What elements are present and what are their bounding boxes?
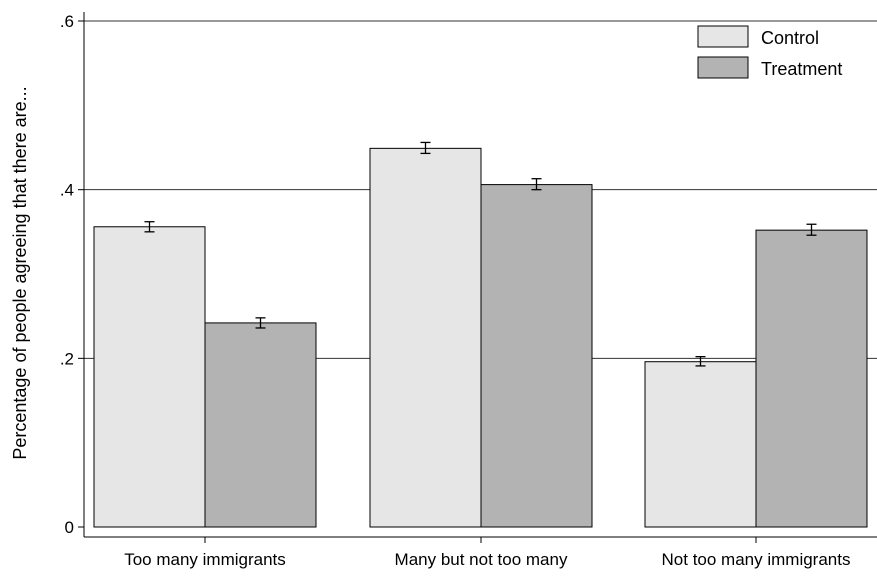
- bar-treatment-2: [755, 229, 868, 528]
- error-bar: [806, 223, 817, 236]
- error-bar: [420, 141, 431, 155]
- axes: 0 .2 .4 .6 Too many immigrants Many but not t…: [60, 12, 877, 569]
- error-bar: [144, 221, 155, 233]
- legend: Control Treatment: [697, 25, 842, 79]
- legend-label-control: Control: [761, 28, 819, 48]
- y-tick-label: 0: [65, 518, 74, 537]
- bar-control-1: [369, 147, 482, 528]
- bar-control-2: [644, 361, 757, 528]
- x-tick-label: Not too many immigrants: [662, 550, 851, 569]
- y-tick-label: .6: [60, 12, 74, 31]
- error-bar: [255, 317, 266, 329]
- bar-control-0: [93, 226, 206, 528]
- x-tick-label: Too many immigrants: [124, 550, 286, 569]
- bars: [93, 147, 868, 528]
- legend-swatch-control: [697, 25, 749, 48]
- error-bars: [144, 141, 817, 367]
- legend-swatch-treatment: [697, 56, 749, 79]
- error-bar: [695, 355, 706, 367]
- y-tick-label: .4: [60, 181, 74, 200]
- legend-label-treatment: Treatment: [761, 59, 842, 79]
- y-tick-label: .2: [60, 349, 74, 368]
- y-axis-title: Percentage of people agreeing that there…: [10, 86, 30, 459]
- bar-treatment-1: [480, 184, 593, 528]
- bar-treatment-0: [204, 322, 317, 528]
- error-bar: [531, 178, 542, 191]
- x-tick-label: Many but not too many: [395, 550, 568, 569]
